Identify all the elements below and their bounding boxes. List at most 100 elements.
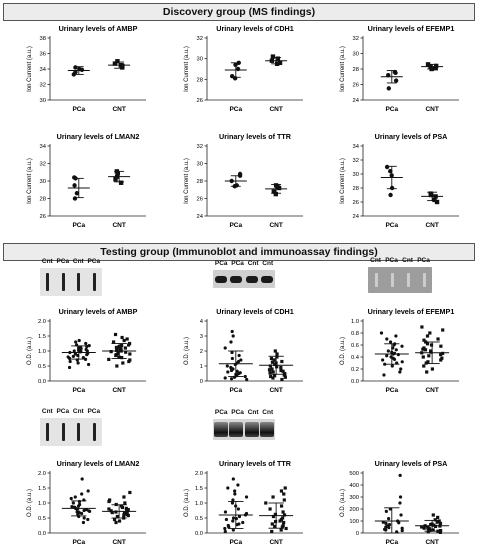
data-point: [77, 338, 81, 343]
data-point: [281, 510, 285, 514]
blot-lane-label: PCa: [56, 408, 70, 415]
y-tick-label: 30: [197, 162, 203, 168]
data-point: [282, 498, 286, 502]
y-tick-label: 32: [353, 36, 359, 42]
data-point: [272, 358, 276, 362]
data-point: [71, 354, 75, 358]
data-point: [390, 364, 394, 368]
data-point: [231, 516, 236, 520]
y-tick-label: 2.0: [38, 319, 46, 325]
x-category-label: PCa: [229, 539, 242, 546]
y-tick-label: 32: [40, 162, 46, 168]
data-point: [119, 504, 124, 508]
data-point: [231, 477, 235, 481]
data-point: [281, 523, 285, 528]
data-point: [439, 358, 443, 362]
data-point: [223, 510, 228, 514]
data-point: [238, 371, 242, 375]
blot-lane-label: Cnt: [370, 257, 381, 264]
data-point: [234, 183, 239, 188]
data-point: [120, 344, 124, 348]
data-point: [399, 513, 403, 517]
y-tick-label: 0.5: [38, 516, 46, 522]
data-point: [107, 507, 111, 511]
data-point: [79, 345, 83, 349]
chart-ms-lman2: Urinary levels of LMAN2 Ion Current (a.u.…: [20, 130, 160, 242]
y-tick-label: 0.5: [195, 516, 203, 522]
data-point: [114, 510, 118, 514]
blot-lane-labels: PCa PCa Cnt Cnt: [213, 260, 275, 267]
y-axis-label: Ion Current (a.u.): [184, 158, 190, 204]
data-point: [113, 177, 118, 182]
y-tick-label: 1: [200, 364, 203, 370]
data-point: [382, 373, 386, 377]
chart-svg-ms-cdh1: Urinary levels of CDH1 Ion Current (a.u.)…: [184, 24, 303, 113]
blot-membrane: [213, 419, 275, 440]
data-point: [233, 489, 237, 493]
data-point: [282, 492, 286, 496]
data-point: [82, 516, 86, 520]
y-tick-label: 0.5: [38, 364, 46, 370]
data-point: [421, 347, 425, 351]
data-point: [433, 63, 439, 69]
data-point: [124, 350, 128, 354]
x-category-label: CNT: [112, 106, 125, 113]
data-point: [386, 349, 390, 353]
chart-title: Urinary levels of EFEMP1: [368, 24, 455, 33]
data-point: [284, 526, 288, 531]
data-point: [75, 510, 79, 514]
y-axis-label: O.D. (a.u.): [184, 489, 190, 517]
x-category-label: CNT: [112, 387, 125, 394]
data-point: [426, 530, 430, 534]
data-point: [122, 495, 126, 499]
data-point: [394, 334, 398, 338]
data-point: [223, 376, 227, 380]
blot-lane-label: Cnt: [247, 409, 259, 416]
y-tick-label: 38: [40, 36, 46, 42]
data-point: [384, 521, 388, 525]
y-axis-label: Ion Current (a.u.): [27, 158, 33, 204]
y-tick-label: 30: [40, 179, 46, 185]
blot-band: [230, 276, 243, 283]
y-tick-label: 28: [197, 179, 203, 185]
y-tick-label: 1.0: [38, 349, 46, 355]
data-point: [273, 520, 278, 524]
data-point: [109, 350, 113, 354]
chart-ib-ambp: Urinary levels of AMBP O.D. (a.u.) 0.0 0.5 1…: [20, 305, 160, 407]
data-point: [237, 514, 242, 519]
data-point: [226, 370, 230, 374]
data-point: [72, 175, 77, 180]
y-tick-label: 26: [197, 98, 203, 104]
data-point: [426, 360, 430, 364]
data-point: [116, 350, 120, 355]
data-point: [280, 359, 284, 364]
data-point: [223, 526, 227, 531]
data-point: [394, 348, 398, 352]
data-point: [421, 355, 425, 359]
chart-svg-ms-psa: Urinary levels of PSA Ion Current (a.u.) 2…: [340, 132, 459, 229]
blot-ttr: PCa PCa Cnt Cnt: [213, 409, 275, 440]
data-point: [86, 517, 90, 522]
chart-ib-ttr: Urinary levels of TTR O.D. (a.u.) 0.0 0.5 1.…: [177, 457, 317, 559]
data-point: [275, 56, 281, 61]
chart-svg-ms-ambp: Urinary levels of AMBP Ion Current (a.u.)…: [27, 24, 146, 113]
data-point: [271, 376, 275, 380]
blot-band: [422, 273, 426, 287]
data-point: [438, 521, 443, 525]
data-point: [422, 338, 426, 342]
data-point: [127, 341, 132, 346]
data-point: [226, 486, 230, 490]
y-axis-label: O.D. (a.u.): [27, 337, 33, 365]
data-point: [268, 371, 272, 375]
chart-ms-cdh1: Urinary levels of CDH1 Ion Current (a.u.)…: [177, 22, 317, 126]
y-axis-label: O.D. (a.u.): [27, 489, 33, 517]
data-point: [128, 352, 132, 356]
data-point: [384, 528, 388, 532]
x-category-label: CNT: [112, 222, 125, 229]
data-point: [235, 369, 239, 373]
chart-title: Urinary levels of CDH1: [216, 307, 294, 316]
data-point: [429, 349, 433, 353]
data-point: [400, 344, 404, 348]
blot-band: [213, 422, 228, 437]
data-point: [81, 520, 86, 525]
